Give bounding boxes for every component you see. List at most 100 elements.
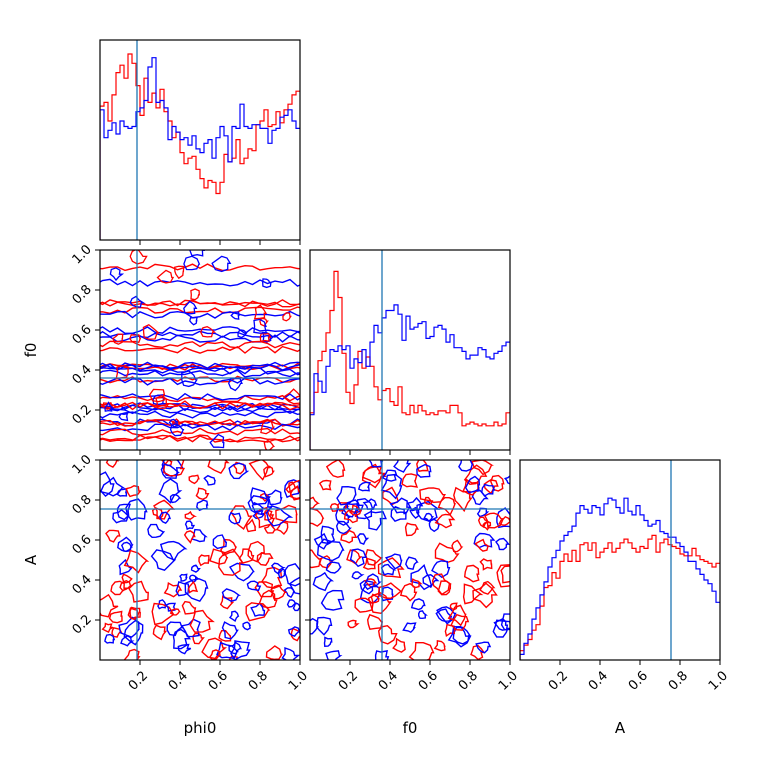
contour-blob [263, 509, 275, 521]
x-tick-label-phi0: 1.0 [286, 668, 311, 693]
contour-blob [320, 525, 336, 545]
contour-blob [424, 496, 434, 505]
contour-blob [254, 506, 276, 529]
contour-blob [275, 521, 289, 536]
contour-blob [362, 498, 378, 510]
x-tick-label-phi0: 0.8 [246, 668, 271, 693]
contour-blob [464, 475, 481, 494]
contour-blob [437, 497, 457, 516]
contour-blob [503, 474, 510, 485]
contour-line [100, 366, 300, 376]
hist-phi0-series-0 [100, 53, 300, 240]
contour-blob [335, 520, 352, 535]
contour-blob [393, 460, 412, 473]
contour-blob [203, 474, 216, 486]
contour-blob [150, 549, 177, 571]
panel-frame [99, 459, 301, 661]
contour-blob [283, 562, 300, 587]
contour-blob [462, 583, 484, 605]
panel-A-A: 0.2 0.4 0.6 0.8 1.0 [519, 459, 731, 694]
contour-blob [362, 557, 376, 570]
contour-line [100, 423, 300, 432]
contour-blob [258, 589, 278, 609]
contour-blob [152, 624, 168, 641]
contour-blob [498, 515, 510, 526]
contour-blob [357, 481, 371, 492]
contour-blob [417, 610, 428, 620]
contour-blob [151, 602, 175, 626]
contour-blob [112, 333, 124, 345]
contour-blob [493, 618, 509, 631]
contour-blob [450, 613, 470, 631]
contour-blob [346, 549, 363, 565]
contour-blob [120, 635, 135, 647]
contour-blob [251, 501, 264, 513]
panel-content [310, 460, 510, 660]
contour-blob [366, 613, 384, 630]
contour-line [100, 369, 300, 378]
contour-blob [287, 626, 300, 638]
panel-frame [309, 249, 511, 451]
contour-blob [181, 600, 197, 615]
contour-blob [259, 492, 271, 502]
contour-blob [118, 616, 140, 638]
contour-blob [104, 633, 116, 644]
contour-blob [129, 295, 146, 308]
contour-blob [384, 553, 403, 570]
panel-f0-f0 [309, 249, 511, 455]
contour-line [100, 340, 300, 349]
contour-blob [325, 650, 343, 660]
contour-blob [377, 624, 398, 645]
contour-blob [496, 564, 510, 588]
contour-blob [411, 578, 423, 589]
x-tick-label-A: 0.4 [586, 668, 611, 693]
x-tick-label-f0: 0.8 [456, 668, 481, 693]
contour-blob [100, 471, 115, 498]
contour-blob [447, 625, 472, 648]
contour-blob [363, 573, 382, 591]
contour-line [100, 392, 300, 401]
contour-blob [495, 537, 510, 551]
contour-blob [148, 388, 166, 403]
contour-blob [410, 564, 433, 591]
contour-blob [118, 412, 129, 422]
contour-blob [270, 562, 286, 575]
ylabel-A: A [22, 554, 40, 565]
contour-blob [246, 580, 262, 592]
contour-blob [201, 637, 228, 660]
xlabel-phi0: phi0 [184, 719, 217, 737]
contour-blob [245, 602, 271, 622]
contour-line [100, 410, 300, 419]
contour-blob [184, 510, 198, 520]
contour-blob [218, 548, 245, 576]
contour-blob [219, 595, 235, 610]
contour-blob [168, 418, 179, 428]
contour-blob [247, 540, 265, 563]
ylabel-f0: f0 [22, 343, 40, 358]
contour-blob [263, 522, 277, 534]
contour-blob [286, 599, 298, 608]
contour-blob [247, 495, 274, 516]
contour-line [100, 427, 300, 436]
panel-f0-A: 0.2 0.4 0.6 0.8 1.0 [305, 459, 521, 694]
contour-blob [292, 603, 300, 612]
contour-blob [329, 502, 340, 512]
contour-blob [188, 474, 200, 485]
contour-blob [128, 580, 149, 603]
hist-f0-series-1 [310, 304, 510, 450]
y-tick-label-f0: 0.8 [70, 282, 95, 307]
contour-blob [259, 332, 272, 343]
contour-blob [237, 329, 248, 339]
contour-blob [115, 364, 129, 380]
contour-blob [381, 469, 398, 482]
contour-blob [105, 529, 121, 543]
contour-blob [265, 645, 284, 660]
contour-line [100, 310, 300, 319]
contour-blob [275, 504, 298, 524]
contour-blob [365, 548, 384, 566]
contour-blob [310, 507, 325, 527]
contour-blob [187, 580, 199, 594]
panel-phi0-f0: 0.2 0.4 0.6 0.8 1.0 [70, 242, 301, 455]
contour-blob [177, 643, 192, 655]
contour-blob [482, 521, 492, 531]
